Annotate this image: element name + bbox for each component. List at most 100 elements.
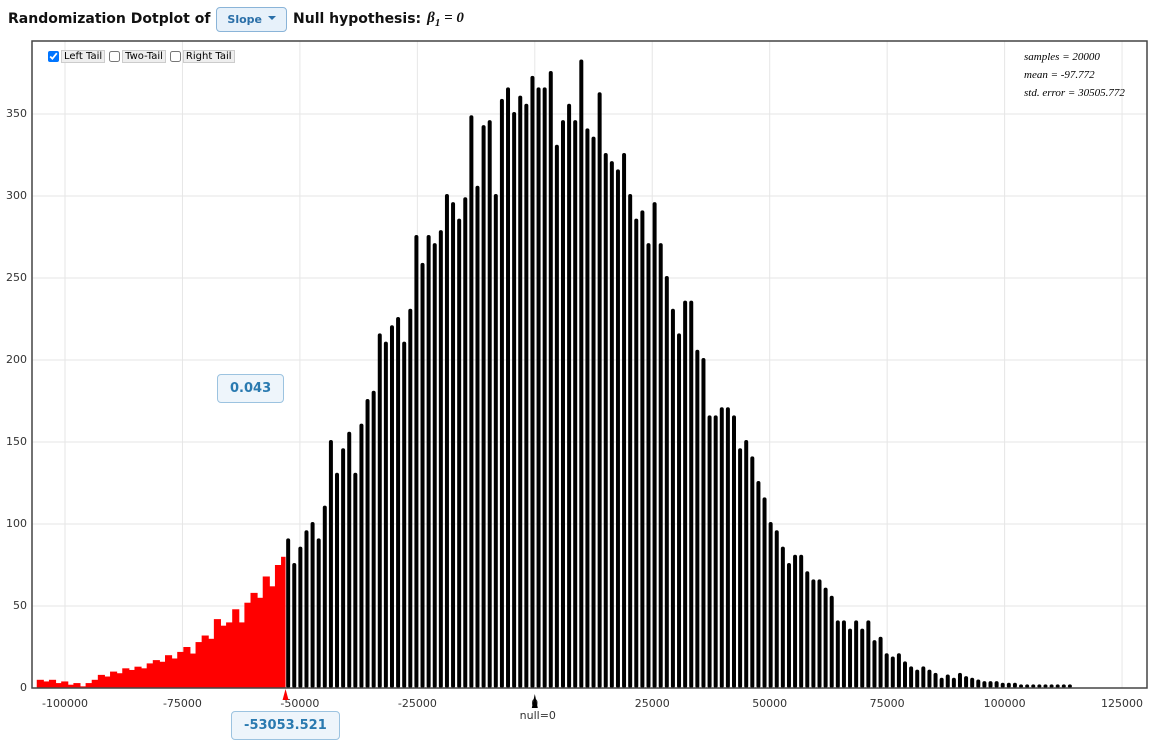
statistic-dropdown[interactable]: Slope	[216, 6, 288, 32]
dot-column	[933, 672, 938, 688]
tail-option[interactable]: Right Tail	[169, 50, 235, 63]
dot-column	[438, 230, 443, 688]
dot-column	[884, 653, 889, 688]
dot-column	[548, 70, 553, 689]
plot-frame	[31, 40, 1148, 689]
dot-column	[1067, 684, 1072, 688]
tail-bar	[158, 661, 167, 688]
dot-column	[414, 234, 419, 688]
tail-bar	[79, 686, 87, 688]
dot-column	[646, 243, 651, 688]
dot-column	[634, 218, 639, 688]
dot-column	[560, 120, 565, 689]
title: Randomization Dotplot of	[8, 11, 211, 27]
dot-column	[591, 136, 596, 689]
dot-column	[542, 87, 547, 689]
dot-column	[860, 628, 865, 688]
tail-label[interactable]: Two-Tail	[122, 50, 166, 63]
dot-column	[615, 169, 620, 688]
dot-column	[481, 125, 486, 688]
dot-column	[1043, 684, 1048, 688]
y-tick-label: 200	[6, 353, 27, 366]
dot-column	[689, 300, 694, 688]
tail-bar	[146, 663, 154, 688]
dot-column	[420, 262, 425, 688]
dot-column	[903, 661, 908, 688]
x-tick-label: -75000	[163, 697, 202, 710]
stats: samples = 20000 mean = -97.772 std. error …	[1024, 48, 1125, 102]
dot-column	[793, 554, 798, 688]
null-marker	[531, 694, 538, 708]
tail-option[interactable]: Two-Tail	[109, 50, 166, 63]
dot-column	[506, 87, 511, 689]
x-tick-label: -25000	[398, 697, 437, 710]
x-tick-label: 50000	[752, 697, 787, 710]
y-tick-label: 300	[6, 189, 27, 202]
tail-option[interactable]: Left Tail	[48, 50, 106, 63]
dot-column	[353, 472, 358, 688]
threshold-box[interactable]: -53053.521	[231, 711, 340, 740]
tail-bar	[48, 679, 57, 688]
threshold-marker	[282, 689, 289, 700]
dot-column	[750, 456, 755, 688]
dot-column	[927, 669, 932, 688]
dot-column	[396, 316, 401, 688]
dot-column	[432, 243, 437, 688]
tail-checkbox[interactable]	[48, 51, 59, 62]
null-label: Null hypothesis:	[293, 11, 422, 27]
dot-column	[707, 415, 712, 688]
tail-bar	[128, 669, 136, 688]
tail-bar	[85, 683, 93, 688]
dot-column	[335, 472, 340, 688]
dot-column	[622, 152, 627, 688]
tail-bar	[238, 622, 246, 688]
dot-column	[408, 308, 413, 688]
tail-bar	[171, 658, 179, 688]
dot-column	[1031, 684, 1036, 688]
dot-column	[896, 653, 901, 688]
tail-bar	[134, 666, 142, 688]
x-tick-label: -100000	[42, 697, 88, 710]
dot-column	[799, 554, 804, 688]
tail-checkbox[interactable]	[169, 51, 181, 62]
tail-label[interactable]: Left Tail	[61, 50, 106, 63]
tail-bar	[152, 660, 160, 688]
dot-column	[536, 87, 541, 689]
tail-bar	[103, 676, 112, 688]
dot-column	[713, 415, 718, 688]
symbol: β	[427, 9, 435, 26]
dot-column	[451, 202, 456, 688]
tail-bar	[140, 668, 148, 688]
dot-column	[579, 59, 584, 689]
tail-label[interactable]: Right Tail	[182, 50, 235, 63]
dot-column	[677, 333, 682, 688]
dot-column	[683, 300, 688, 688]
dot-column	[939, 677, 944, 688]
dot-column	[988, 681, 993, 688]
dot-column	[890, 656, 895, 688]
stat-line: mean = -97.772	[1024, 69, 1095, 81]
dot-column	[976, 679, 981, 688]
dot-column	[921, 666, 926, 688]
x-tick-label: 125000	[1101, 697, 1143, 710]
subscript: 1	[434, 16, 441, 29]
dot-column	[524, 103, 529, 689]
dot-column	[377, 333, 382, 688]
dot-column	[286, 538, 291, 688]
dot-column	[994, 681, 999, 688]
dot-column	[1025, 684, 1030, 688]
dot-column	[725, 407, 730, 688]
tail-bar	[55, 683, 63, 688]
proportion-box[interactable]: 0.043	[217, 374, 285, 403]
tail-bar	[219, 625, 228, 688]
dot-column	[530, 75, 535, 689]
tail-bar	[189, 653, 197, 688]
tail-bar	[122, 668, 130, 688]
tail-bar	[61, 681, 69, 688]
tail-checkbox[interactable]	[109, 51, 121, 62]
dot-column	[554, 144, 559, 688]
dot-column	[603, 152, 608, 688]
dot-column	[982, 681, 987, 688]
dot-column	[628, 193, 633, 688]
